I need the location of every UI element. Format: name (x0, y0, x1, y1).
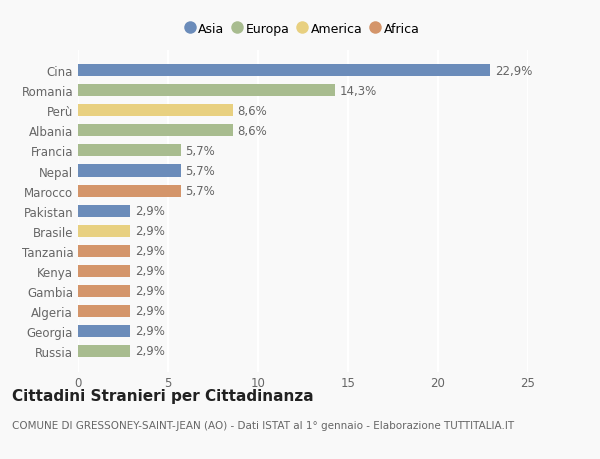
Bar (78, 325, 130, 337)
Text: 2,9%: 2,9% (134, 285, 164, 297)
Text: 2,9%: 2,9% (134, 305, 164, 318)
Text: COMUNE DI GRESSONEY-SAINT-JEAN (AO) - Dati ISTAT al 1° gennaio - Elaborazione TU: COMUNE DI GRESSONEY-SAINT-JEAN (AO) - Da… (12, 420, 514, 430)
Bar (78, 265, 130, 277)
Text: Cittadini Stranieri per Cittadinanza: Cittadini Stranieri per Cittadinanza (12, 388, 314, 403)
Text: 5,7%: 5,7% (185, 185, 215, 198)
Bar (78, 185, 181, 197)
Text: 14,3%: 14,3% (340, 84, 377, 98)
Text: 22,9%: 22,9% (494, 65, 532, 78)
Bar (78, 245, 130, 257)
Bar (78, 145, 181, 157)
Bar (78, 285, 130, 297)
Text: 2,9%: 2,9% (134, 245, 164, 257)
Text: 8,6%: 8,6% (238, 125, 267, 138)
Bar (78, 205, 130, 217)
Bar (78, 65, 490, 77)
Text: 5,7%: 5,7% (185, 145, 215, 157)
Bar (78, 345, 130, 357)
Text: 2,9%: 2,9% (134, 325, 164, 338)
Bar (78, 85, 335, 97)
Bar (78, 305, 130, 317)
Text: 2,9%: 2,9% (134, 345, 164, 358)
Text: 5,7%: 5,7% (185, 165, 215, 178)
Text: 2,9%: 2,9% (134, 205, 164, 218)
Text: 2,9%: 2,9% (134, 265, 164, 278)
Legend: Asia, Europa, America, Africa: Asia, Europa, America, Africa (182, 18, 424, 41)
Bar (78, 165, 181, 177)
Text: 8,6%: 8,6% (238, 105, 267, 118)
Bar (78, 125, 233, 137)
Text: 2,9%: 2,9% (134, 224, 164, 238)
Bar (78, 225, 130, 237)
Bar (78, 105, 233, 117)
